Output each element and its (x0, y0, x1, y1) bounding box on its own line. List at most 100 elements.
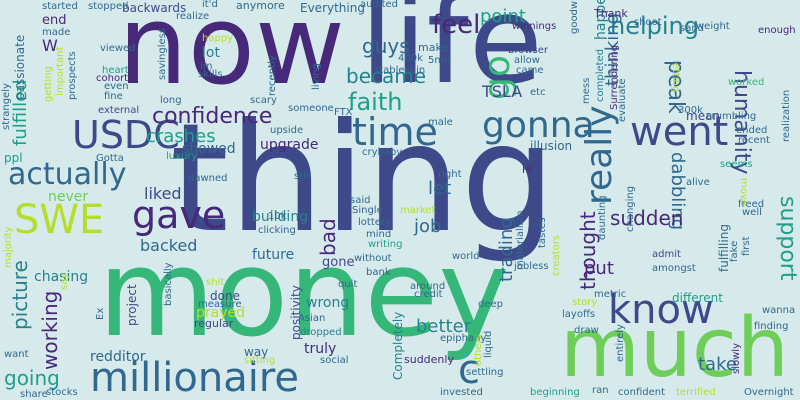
word-changing: changing (625, 185, 636, 232)
word-story: story (572, 297, 598, 308)
word-daunting: daunting (597, 195, 608, 240)
word-time: time (352, 110, 438, 154)
word-trading: trading (496, 217, 517, 282)
word-share: share (20, 389, 48, 400)
word-different: different (672, 291, 723, 305)
word-point: point (480, 6, 526, 27)
word-happen: happen (593, 0, 609, 40)
word-invested: invested (440, 387, 483, 398)
word-Overnight: Overnight (744, 387, 794, 398)
word-audited: audited (360, 0, 399, 10)
word-others: others (473, 334, 484, 366)
word-external: external (98, 105, 140, 116)
word-Hi: Hi (522, 165, 533, 176)
word-FTX: FTX (334, 107, 353, 118)
word-backwards: backwards (122, 1, 187, 15)
word-W: W (42, 36, 58, 55)
word-layoffs: layoffs (562, 309, 596, 320)
word-stablecoin: stablecoin (374, 65, 426, 76)
word-terrified: terrified (676, 387, 716, 398)
word-bad: bad (316, 218, 340, 256)
word-writing: writing (368, 239, 403, 250)
word-still: still (294, 171, 312, 182)
word-anymore: anymore (236, 0, 285, 12)
word-want: want (4, 349, 29, 360)
word-job: job (414, 216, 442, 237)
word-crumbling: crumbling (706, 111, 757, 122)
word-draw: draw (574, 325, 599, 336)
word-alive: alive (686, 177, 710, 188)
word-gave: gave (132, 193, 226, 237)
word-Ex: Ex (95, 307, 106, 320)
word-deep: deep (478, 299, 503, 310)
word-admit: admit (652, 249, 681, 260)
word-said: said (350, 195, 371, 206)
word-gone: gone (322, 255, 355, 270)
word-let: let (428, 178, 452, 199)
word-living: living (311, 63, 322, 90)
word-lot: lot (202, 45, 220, 61)
word-someone: someone (288, 103, 334, 114)
word-prayed: prayed (196, 305, 246, 321)
word-put: put (584, 258, 614, 279)
word-seems: seems (720, 159, 753, 170)
word-SWE: SWE (14, 197, 105, 243)
word-actually: actually (8, 157, 127, 192)
word-goodwill: goodwill (569, 0, 580, 34)
word-Gotta: Gotta (96, 153, 124, 164)
word-money: money (98, 225, 510, 364)
word-Everything: Everything (300, 1, 365, 15)
word-truly: truly (304, 341, 337, 357)
word-chasing: chasing (34, 269, 89, 285)
word-went: went (630, 109, 729, 155)
word-move: move (738, 178, 749, 206)
word-upgrade: upgrade (260, 137, 319, 153)
word-know: know (608, 287, 714, 333)
word-basically: basically (163, 262, 174, 306)
word-winnings: winnings (512, 21, 557, 32)
word-around: around (410, 281, 446, 292)
word-Single: Single (352, 205, 383, 216)
word-strangely: strangely (1, 83, 12, 130)
word-regular: regular (194, 317, 234, 330)
word-lottery: lottery (358, 217, 391, 228)
word-getting: getting (43, 66, 54, 102)
word-skills: skills (198, 69, 223, 80)
word-building: building (252, 209, 309, 225)
word-feel: feel (432, 10, 481, 40)
word-shoot: shoot (634, 17, 662, 28)
word-credit: credit (414, 289, 443, 300)
word-Thank: Thank (594, 7, 628, 20)
word-much: much (560, 301, 789, 396)
word-10k: 10k (268, 211, 287, 222)
word-now: now (118, 0, 345, 109)
word-illusion: illusion (530, 139, 573, 153)
word-sitting: sitting (244, 355, 276, 366)
word-long: long (160, 95, 182, 106)
word-better: better (416, 316, 472, 337)
word-freed: freed (738, 199, 765, 210)
word-im: im (200, 61, 213, 72)
word-millionaire: millionaire (90, 355, 300, 400)
word-ran: ran (592, 385, 609, 396)
word-ended: ended (736, 125, 768, 136)
word-say: say (59, 272, 70, 290)
word-browser: browser (508, 45, 549, 56)
word-working: working (38, 290, 62, 370)
word-fine: fine (104, 91, 123, 102)
word-Completely: Completely (391, 311, 405, 380)
word-upside: upside (270, 125, 304, 136)
word-itd: it'd (202, 0, 218, 10)
word-c: c (458, 347, 480, 393)
word-male: male (428, 117, 453, 128)
word-jobless: jobless (514, 261, 549, 272)
word-etc: etc (530, 87, 546, 98)
word-scary: scary (250, 95, 277, 106)
word-picture: picture (8, 260, 32, 330)
word-crybaby: crybaby (362, 147, 403, 158)
word-enough: enough (758, 25, 796, 36)
word-crashes: crashes (146, 126, 216, 147)
word-5mil: 5mil (428, 55, 450, 66)
word-faith: faith (348, 88, 403, 116)
word-quit: quit (338, 279, 358, 290)
